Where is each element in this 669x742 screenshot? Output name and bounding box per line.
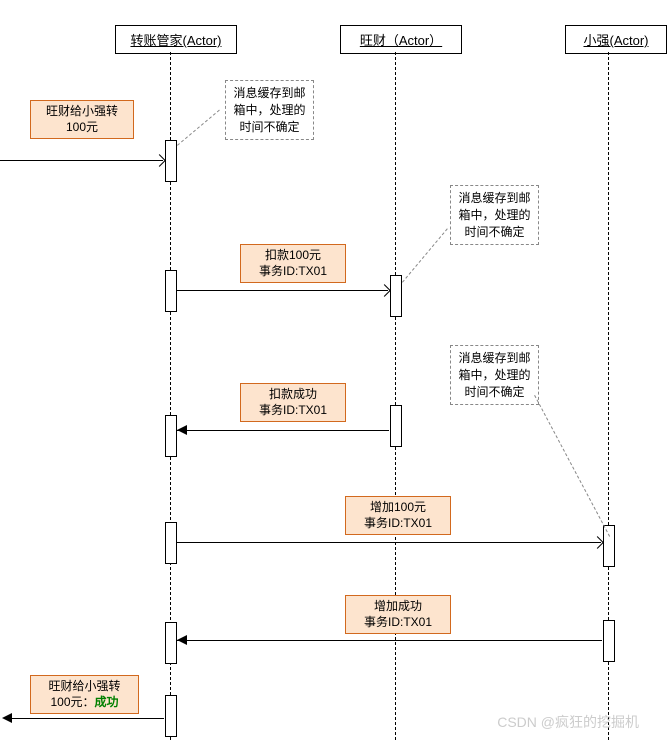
note-connector-3 [534,395,610,537]
msg-deduct: 扣款100元 事务ID:TX01 [240,244,346,283]
msg-text: 扣款100元 [265,248,321,262]
arrow-head-m5 [177,635,187,645]
msg-transfer-result: 旺财给小强转 100元：成功 [30,675,139,714]
msg-text: 旺财给小强转 [48,679,120,693]
msg-text: 增加成功 [374,599,422,613]
arrow-m2 [177,290,388,291]
msg-text: 扣款成功 [269,387,317,401]
note-connector-1 [177,110,220,146]
activation-a1-4 [165,522,177,564]
actor-xiaoqiang: 小强(Actor) [565,25,667,54]
msg-text: 事务ID:TX01 [364,615,432,629]
msg-deduct-success: 扣款成功 事务ID:TX01 [240,383,346,422]
msg-text: 增加100元 [370,500,426,514]
actor-transfer-manager: 转账管家(Actor) [115,25,237,54]
msg-transfer-request: 旺财给小强转 100元 [30,100,134,139]
note-1: 消息缓存到邮箱中，处理的时间不确定 [225,80,314,140]
note-2: 消息缓存到邮箱中，处理的时间不确定 [450,185,539,245]
note-3: 消息缓存到邮箱中，处理的时间不确定 [450,345,539,405]
sequence-diagram: 转账管家(Actor) 旺财（Actor） 小强(Actor) 消息缓存到邮箱中… [0,0,669,742]
activation-a3-1 [603,525,615,567]
watermark: CSDN @疯狂的挖掘机 [497,712,639,732]
msg-success-text: 成功 [95,695,119,709]
arrow-m5 [177,640,602,641]
arrow-m6 [10,718,164,719]
msg-text: 事务ID:TX01 [259,264,327,278]
msg-text: 事务ID:TX01 [364,516,432,530]
activation-a1-5 [165,622,177,664]
activation-a1-3 [165,415,177,457]
arrow-m3 [177,430,389,431]
msg-text: 100元 [66,120,98,134]
activation-a1-2 [165,270,177,312]
arrow-head-m6 [2,713,12,723]
msg-text: 事务ID:TX01 [259,403,327,417]
actor-wangcai: 旺财（Actor） [340,25,462,54]
msg-text: 100元： [50,695,94,709]
arrow-m4 [177,542,601,543]
activation-a1-1 [165,140,177,182]
msg-text: 旺财给小强转 [46,104,118,118]
note-connector-2 [402,228,448,282]
activation-a1-6 [165,695,177,737]
activation-a2-1 [390,275,402,317]
activation-a2-2 [390,405,402,447]
msg-add-success: 增加成功 事务ID:TX01 [345,595,451,634]
msg-add: 增加100元 事务ID:TX01 [345,496,451,535]
arrow-head-m3 [177,425,187,435]
activation-a3-2 [603,620,615,662]
lifeline-a2 [395,52,396,740]
arrow-m1 [0,160,163,161]
